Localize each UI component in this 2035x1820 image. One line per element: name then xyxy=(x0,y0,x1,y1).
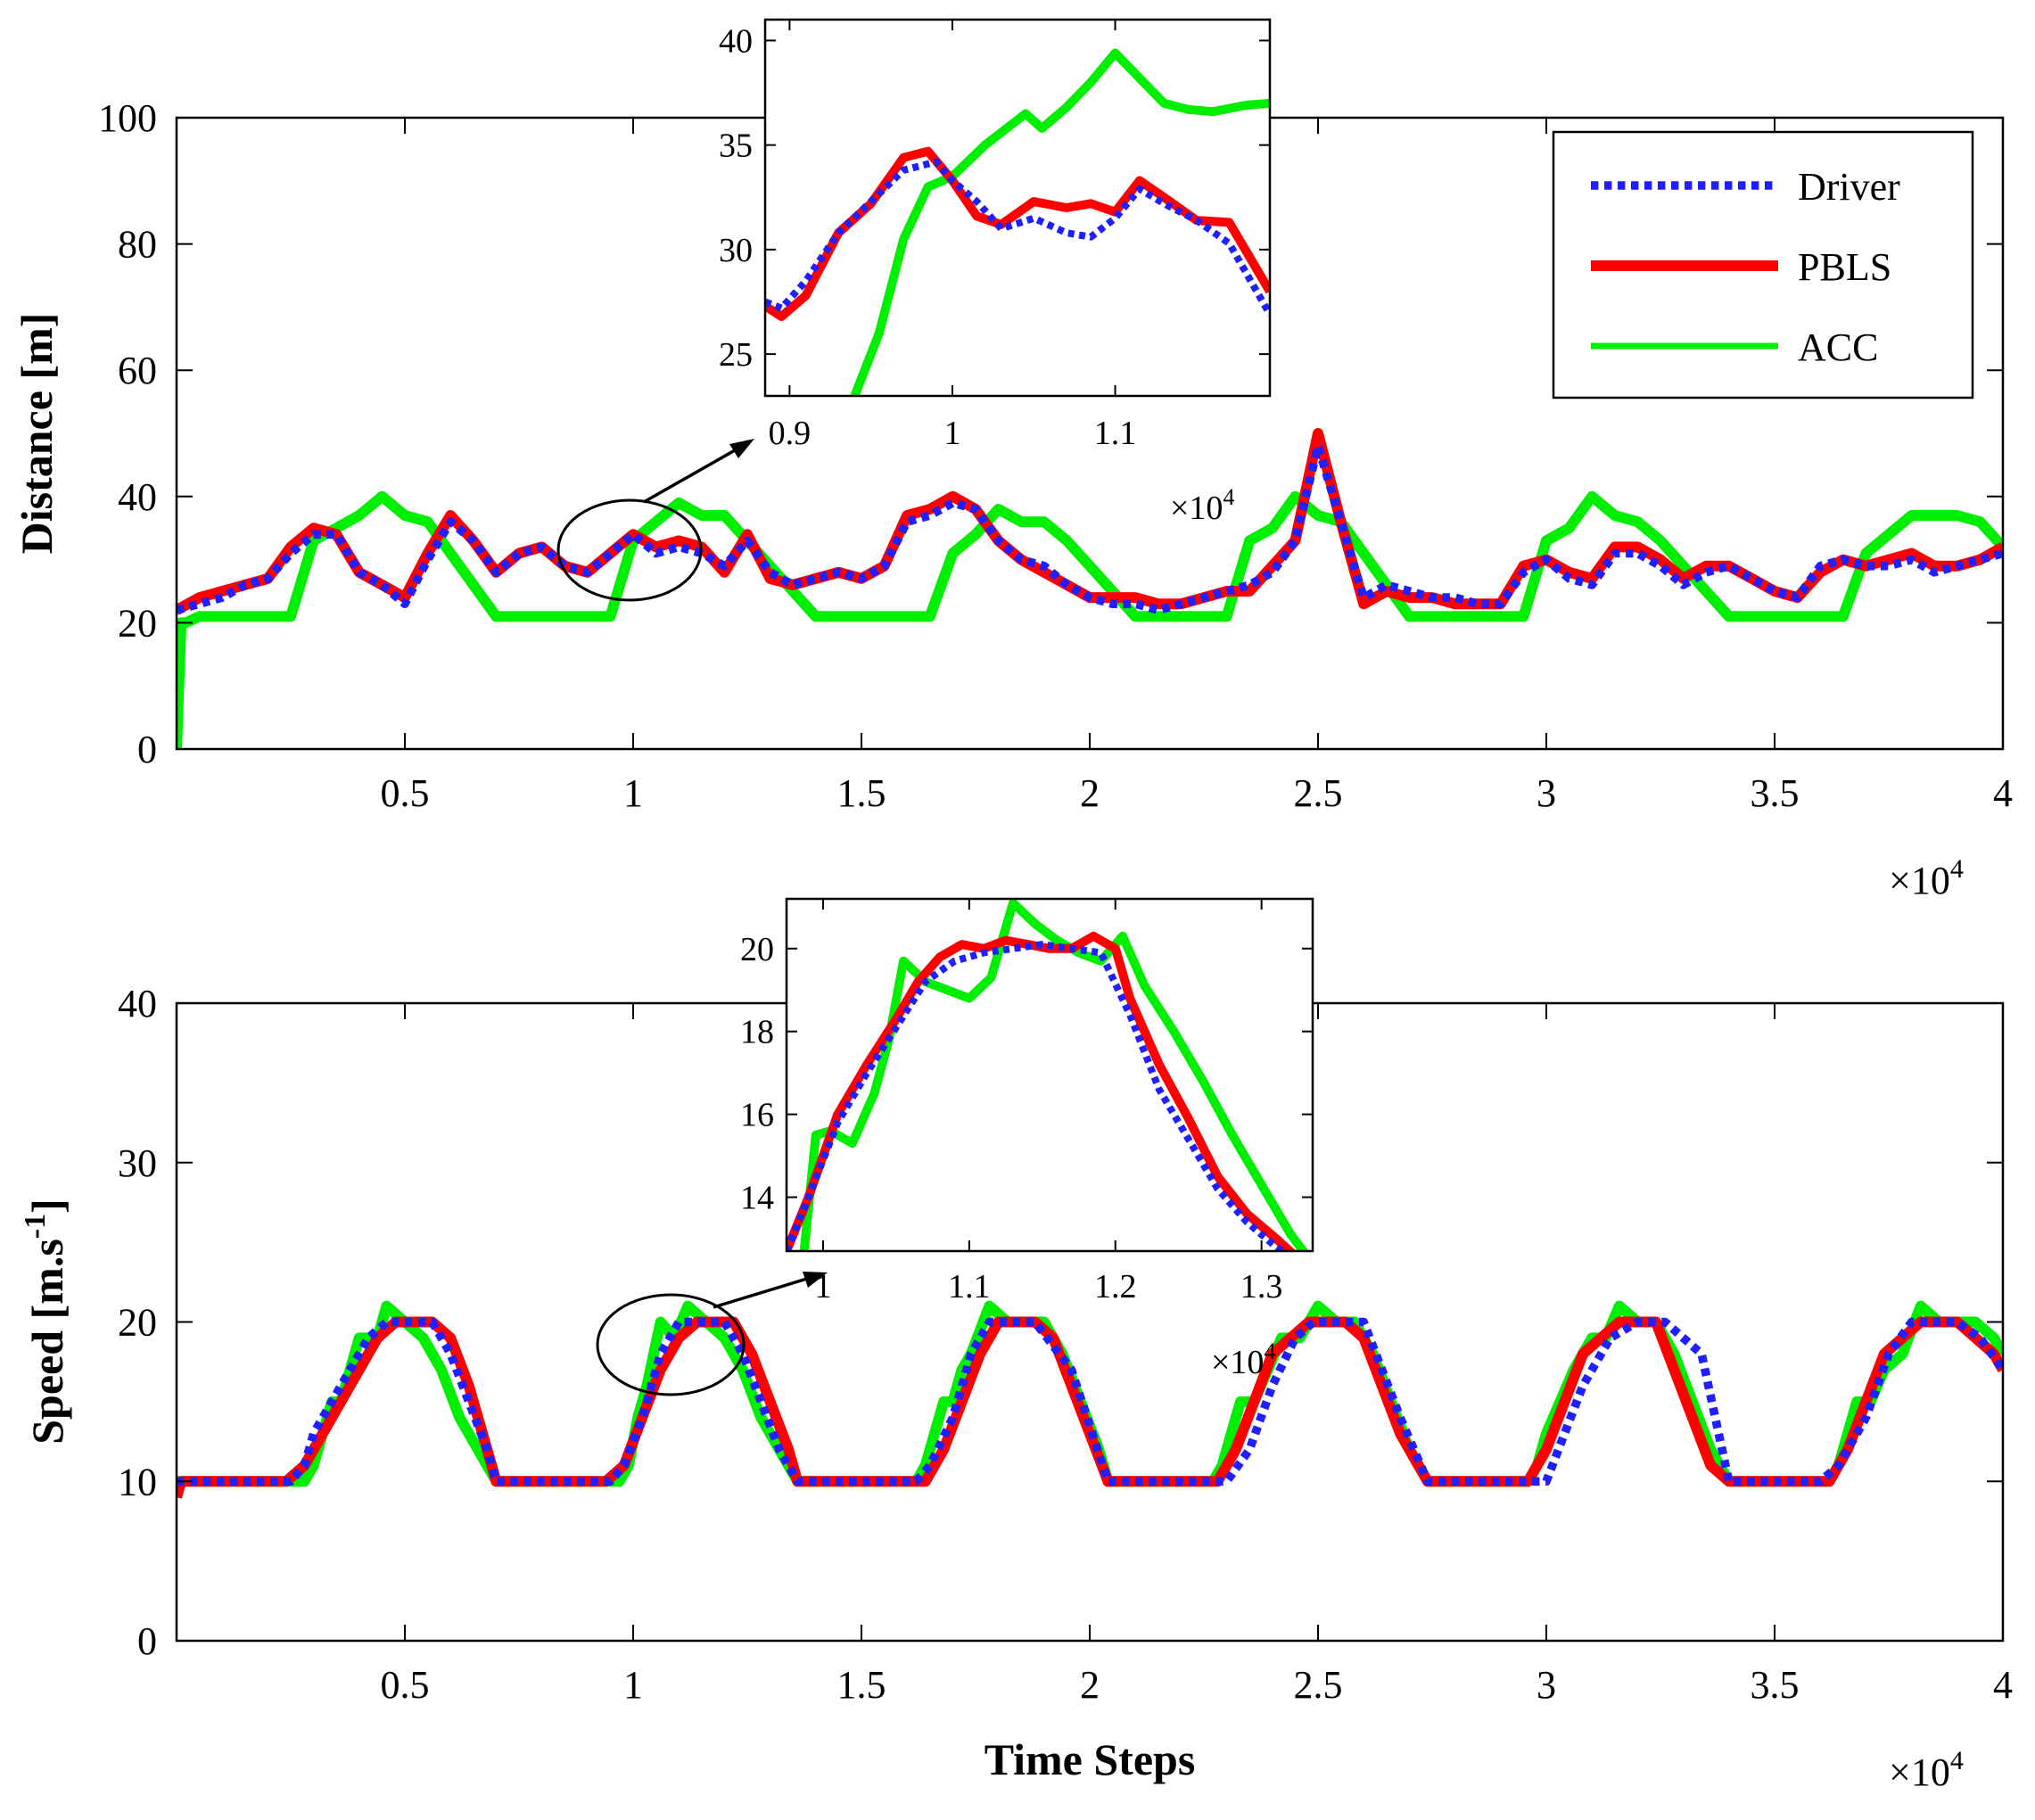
speed-x-axis-label: Time Steps xyxy=(985,1734,1196,1784)
speed-inset-ticks: 1 1.1 1.2 1.3 14 16 18 20 xyxy=(740,899,1313,1305)
speed-y-tick-label: 0 xyxy=(137,1619,157,1663)
speed-inset-y-tick-label: 14 xyxy=(740,1180,774,1217)
distance-inset-frame xyxy=(763,18,1272,398)
distance-y-tick-label: 20 xyxy=(118,601,157,645)
distance-x-tick-label: 1 xyxy=(623,771,643,815)
distance-x-tick-label: 1.5 xyxy=(837,771,886,815)
distance-series xyxy=(177,428,2003,749)
distance-inset-series xyxy=(765,48,1270,396)
speed-inset-x-exponent: ×104 xyxy=(1211,1338,1275,1381)
distance-zoom-circle xyxy=(556,498,703,602)
speed-x-tick-label: 3 xyxy=(1537,1663,1556,1707)
distance-y-tick-label: 40 xyxy=(118,475,157,519)
speed-inset-y-tick-label: 16 xyxy=(740,1097,774,1134)
distance-x-tick-label: 2 xyxy=(1080,771,1100,815)
legend-acc-label: ACC xyxy=(1798,325,1878,369)
speed-series xyxy=(177,1300,2003,1499)
speed-inset-x-tick-label: 1.1 xyxy=(948,1268,991,1305)
distance-inset-y-tick-label: 30 xyxy=(719,232,753,269)
distance-inset: 0.9 1 1.1 25 30 35 40 ×104 xyxy=(719,18,1272,527)
distance-y-axis-label: Distance [m] xyxy=(12,313,62,555)
distance-x-exponent: ×104 xyxy=(1889,854,1964,902)
distance-y-tick-label: 100 xyxy=(98,96,157,140)
distance-zoom-arrowhead xyxy=(729,439,754,458)
speed-inset-y-tick-label: 18 xyxy=(740,1014,774,1051)
speed-y-tick-label: 40 xyxy=(118,982,157,1025)
speed-x-tick-label: 1 xyxy=(623,1663,643,1707)
speed-zoom-circle xyxy=(596,1293,746,1396)
distance-y-tick-label: 60 xyxy=(118,349,157,392)
distance-inset-ticks: 0.9 1 1.1 25 30 35 40 xyxy=(719,20,1270,452)
speed-y-tick-label: 30 xyxy=(118,1141,157,1185)
distance-inset-series-acc xyxy=(850,48,1270,396)
speed-inset-series-acc xyxy=(799,899,1309,1251)
distance-x-tick-label: 3 xyxy=(1537,771,1556,815)
speed-zoom-arrow xyxy=(713,1273,820,1309)
legend: Driver PBLS ACC xyxy=(1552,130,1974,399)
distance-inset-y-tick-label: 35 xyxy=(719,128,753,165)
distance-inset-y-tick-label: 25 xyxy=(719,336,753,374)
speed-zoom-arrowhead xyxy=(803,1272,828,1288)
legend-pbls-label: PBLS xyxy=(1798,245,1891,289)
distance-x-tick-label: 4 xyxy=(1993,771,2013,815)
speed-y-axis-label: Speed [m.s-1] xyxy=(19,1198,72,1445)
speed-x-tick-label: 0.5 xyxy=(381,1663,430,1707)
speed-inset-series xyxy=(787,899,1309,1251)
distance-y-tick-label: 80 xyxy=(118,223,157,267)
speed-inset-x-tick-label: 1.2 xyxy=(1094,1268,1137,1305)
distance-x-tick-label: 2.5 xyxy=(1294,771,1343,815)
distance-inset-x-tick-label: 0.9 xyxy=(769,415,812,452)
speed-inset-frame xyxy=(785,897,1314,1253)
distance-inset-y-tick-label: 40 xyxy=(719,22,753,60)
speed-inset-x-tick-label: 1.3 xyxy=(1240,1268,1283,1305)
speed-series-driver xyxy=(177,1317,2003,1486)
speed-inset-y-tick-label: 20 xyxy=(740,931,774,968)
speed-x-exponent: ×104 xyxy=(1889,1746,1964,1794)
distance-y-tick-label: 0 xyxy=(137,728,157,771)
speed-x-tick-label: 3.5 xyxy=(1751,1663,1800,1707)
speed-inset-series-driver xyxy=(787,941,1289,1251)
speed-y-tick-label: 20 xyxy=(118,1301,157,1345)
speed-x-tick-label: 1.5 xyxy=(837,1663,886,1707)
speed-x-tick-label: 2 xyxy=(1080,1663,1100,1707)
speed-y-tick-label: 10 xyxy=(118,1460,157,1503)
legend-driver-label: Driver xyxy=(1798,165,1900,209)
distance-inset-x-tick-label: 1 xyxy=(943,415,960,452)
speed-inset: 1 1.1 1.2 1.3 14 16 18 20 ×104 xyxy=(740,897,1314,1381)
distance-inset-x-exponent: ×104 xyxy=(1170,484,1234,527)
distance-inset-x-tick-label: 1.1 xyxy=(1094,415,1137,452)
distance-inset-series-driver xyxy=(765,158,1270,317)
speed-x-tick-label: 4 xyxy=(1993,1663,2013,1707)
speed-x-tick-label: 2.5 xyxy=(1294,1663,1343,1707)
distance-x-tick-label: 0.5 xyxy=(381,771,430,815)
distance-x-tick-label: 3.5 xyxy=(1751,771,1800,815)
speed-inset-x-tick-label: 1 xyxy=(814,1268,831,1305)
distance-series-driver xyxy=(177,441,2003,614)
distance-zoom-arrow xyxy=(643,441,748,504)
